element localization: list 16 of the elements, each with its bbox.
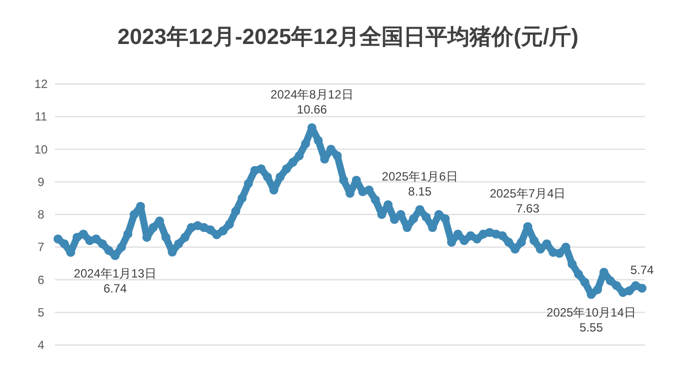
y-tick-label: 4: [38, 338, 45, 352]
y-tick-label: 10: [34, 142, 48, 156]
annotation: 2024年1月13日 6.74: [74, 266, 156, 296]
y-tick-label: 8: [38, 208, 45, 222]
y-tick-label: 5: [38, 305, 45, 320]
annotation: 5.74: [630, 263, 654, 278]
y-tick-label: 7: [38, 240, 45, 254]
annotation: 2025年10月14日 5.55: [546, 305, 636, 334]
annotation: 2025年1月6日 8.15: [382, 170, 458, 199]
y-tick-label: 12: [34, 77, 48, 91]
chart-title: 2023年12月-2025年12月全国日平均猪价(元/斤): [118, 24, 578, 49]
y-tick-label: 6: [38, 272, 45, 287]
y-tick-label: 9: [38, 174, 45, 189]
annotation: 2024年8月12日 10.66: [270, 88, 354, 117]
y-tick-label: 11: [34, 110, 48, 124]
annotation: 2025年7月4日 7.63: [490, 186, 566, 216]
